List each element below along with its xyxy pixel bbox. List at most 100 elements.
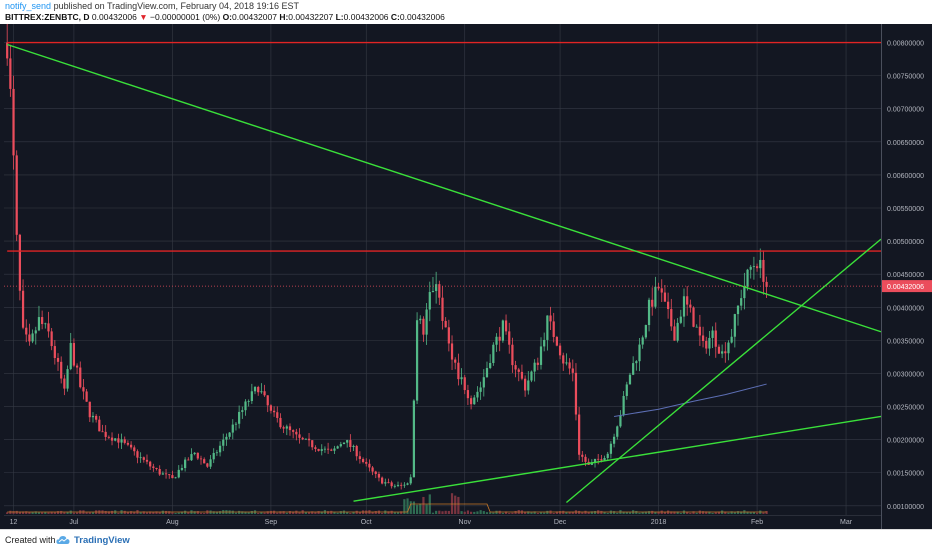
candle-body [511, 344, 514, 366]
candle-body [260, 391, 263, 393]
volume-bar [47, 512, 50, 514]
volume-bar [616, 512, 619, 514]
volume-bar [41, 512, 44, 514]
volume-bar [358, 512, 361, 514]
volume-bar [285, 512, 288, 514]
candle-body [463, 377, 466, 391]
candle-body [663, 292, 667, 302]
volume-bar [724, 511, 727, 514]
candle-body [584, 456, 587, 462]
volume-bar [641, 512, 644, 514]
volume-bar [511, 512, 514, 514]
candle-body [485, 368, 489, 378]
volume-bar [317, 511, 320, 514]
volume-bar [403, 499, 406, 514]
candle-body [527, 380, 530, 391]
candle-body [622, 395, 625, 416]
publisher-username[interactable]: notify_send [5, 1, 52, 11]
candle-body [133, 447, 136, 452]
candle-body [676, 322, 679, 341]
x-tick-label: 2018 [651, 519, 667, 526]
candle-body [657, 286, 660, 289]
candle-body [349, 440, 352, 448]
volume-bar [238, 510, 241, 514]
down-arrow-icon: ▼ [139, 12, 148, 22]
candle-body [215, 452, 219, 454]
volume-bar [174, 512, 177, 514]
volume-bar [34, 511, 37, 514]
volume-bar [501, 512, 504, 514]
volume-bar [244, 511, 247, 514]
candle-body [695, 326, 698, 328]
volume-bar [123, 510, 126, 514]
volume-bar [530, 512, 533, 514]
candle-body [498, 336, 501, 341]
volume-bar [117, 512, 120, 514]
volume-bar [752, 511, 756, 514]
candle-body [612, 436, 616, 444]
volume-bar [419, 503, 422, 514]
volume-bar [152, 511, 155, 514]
symbol-label[interactable]: BITTREX:ZENBTC, D [5, 12, 90, 22]
last-price: 0.00432006 [91, 12, 137, 22]
candle-body [158, 469, 161, 475]
volume-bar [21, 511, 25, 514]
candle-body [63, 378, 66, 389]
candle-body [457, 362, 460, 380]
candle-body [31, 333, 34, 342]
last-price-tag [882, 280, 932, 293]
volume-bar [711, 512, 714, 514]
price-axis[interactable]: 0.00100000 0.00150000 0.00200000 0.00250000… [881, 24, 932, 529]
candle-body [285, 426, 288, 429]
candle-body [206, 463, 209, 467]
volume-bar [212, 511, 215, 514]
candle-body [28, 334, 31, 342]
candle-body [241, 410, 244, 412]
candle-body [339, 444, 342, 447]
volume-bar [546, 510, 549, 514]
volume-bar [412, 501, 416, 514]
chart-grid [4, 24, 881, 516]
candle-body [288, 426, 292, 431]
candle-body [279, 417, 282, 428]
candle-body [438, 284, 441, 298]
price-chart[interactable]: 0.00100000 0.00150000 0.00200000 0.00250000… [0, 24, 932, 529]
candle-body [234, 423, 238, 425]
candle-body [98, 419, 101, 432]
volume-bar [307, 512, 311, 514]
volume-bar [740, 511, 743, 514]
volume-bar [304, 512, 307, 514]
volume-bar [714, 512, 717, 514]
volume-bar [203, 512, 206, 514]
y-tick-label: 0.00350000 [887, 338, 924, 345]
candle-body [377, 473, 381, 478]
candle-body [724, 351, 727, 354]
candle-body [625, 384, 628, 396]
created-with-text: Created with [5, 535, 56, 545]
y-tick-label: 0.00700000 [887, 107, 924, 114]
candle-body [473, 397, 476, 405]
volume-bar [164, 510, 168, 514]
volume-bar [6, 512, 9, 514]
candle-body [371, 467, 374, 472]
candle-body [698, 326, 701, 336]
candle-body [546, 315, 549, 340]
y-tick-label: 0.00550000 [887, 206, 924, 213]
volume-bar [692, 511, 695, 514]
volume-bar [663, 511, 667, 514]
volume-bar [333, 511, 336, 514]
open-value: 0.00432007 [232, 12, 277, 22]
volume-bar [320, 511, 323, 514]
candle-body [177, 469, 180, 478]
candle-body [53, 346, 56, 358]
x-tick-label: 12 [10, 519, 18, 526]
candle-body [632, 363, 635, 375]
volume-bar [644, 511, 647, 514]
volume-bar [234, 512, 238, 514]
time-axis[interactable]: 12 Jul Aug Sep Oct Nov Dec 2018 Feb Mar [10, 519, 853, 526]
y-tick-label: 0.00150000 [887, 471, 924, 478]
tradingview-brand-link[interactable]: TradingView [74, 535, 130, 546]
candle-body [365, 461, 368, 464]
candle-body [435, 284, 438, 291]
candle-body [692, 307, 695, 327]
